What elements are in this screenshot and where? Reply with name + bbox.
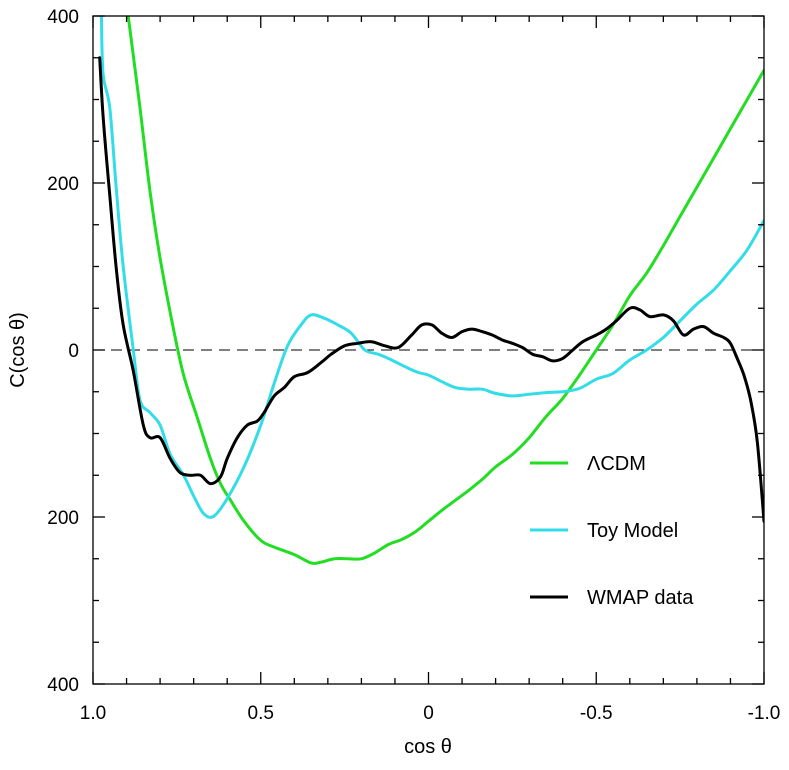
y-tick-label: 200 [47, 508, 79, 529]
legend-label-toy-model: Toy Model [587, 520, 678, 542]
x-axis-label: cos θ [404, 736, 452, 758]
x-tick-label: -0.5 [580, 703, 613, 724]
y-tick-label: 400 [47, 675, 79, 696]
series-layer [98, 16, 764, 565]
legend-label-wmap-data: WMAP data [587, 587, 694, 609]
series-line-wmap-data [98, 56, 764, 523]
y-tick-label: 0 [68, 341, 79, 362]
series-line-lcdm [126, 16, 764, 565]
y-tick-label: 400 [47, 7, 79, 28]
y-tick-label: 200 [47, 174, 79, 195]
x-tick-label: -1.0 [748, 703, 781, 724]
x-tick-label: 0.5 [248, 703, 274, 724]
x-tick-label: 0 [423, 703, 434, 724]
legend: ΛCDM Toy Model WMAP data [530, 453, 694, 609]
x-tick-label: 1.0 [80, 703, 106, 724]
y-axis-label: C(cos θ) [7, 312, 29, 388]
series-line-toy-model [99, 16, 764, 519]
legend-label-lcdm: ΛCDM [587, 453, 646, 475]
ticks-layer [92, 15, 765, 685]
